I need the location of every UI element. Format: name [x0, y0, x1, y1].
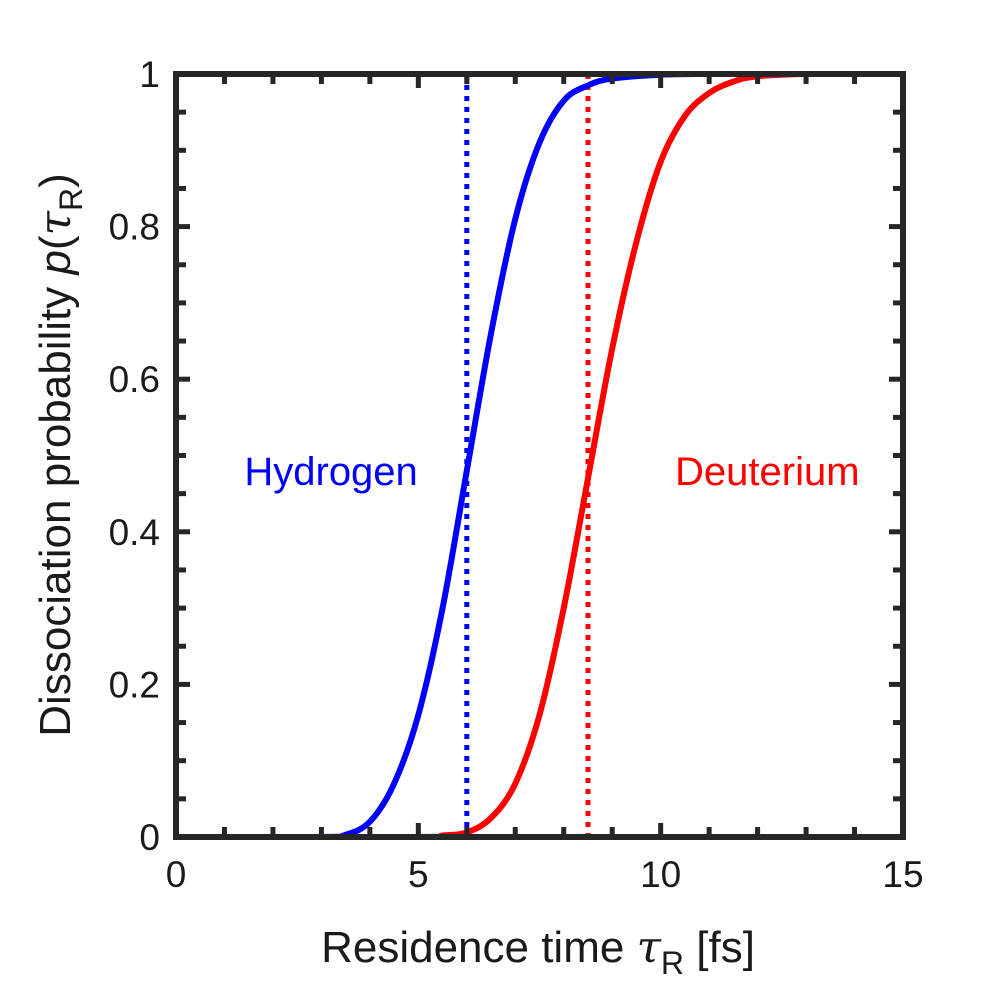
y-tick-label: 0	[139, 817, 160, 858]
y-tick-label: 0.8	[109, 207, 160, 248]
ticks	[173, 71, 906, 840]
y-axis-label-close: )	[31, 173, 80, 188]
y-axis-label-symbol: τ	[30, 210, 81, 235]
x-tick-label: 15	[882, 854, 923, 895]
annotations: Hydrogen Deuterium	[244, 450, 859, 494]
tick-labels: 0 5 10 15 0 0.2 0.4 0.6 0.8 1	[109, 54, 924, 895]
x-axis-label-main: Residence time	[321, 923, 636, 972]
annotation-hydrogen: Hydrogen	[244, 450, 417, 494]
y-axis-label-sub: R	[53, 188, 89, 211]
x-axis-label-symbol: τ	[637, 922, 662, 973]
x-tick-label: 5	[408, 854, 429, 895]
y-tick-label: 0.2	[109, 664, 160, 705]
x-axis-label-unit: [fs]	[684, 923, 755, 972]
y-tick-label: 0.4	[109, 512, 160, 553]
x-axis-label: Residence time τR [fs]	[321, 922, 755, 981]
x-tick-label: 0	[166, 854, 187, 895]
y-axis-label: Dissociation probability p(τR)	[30, 173, 89, 736]
y-axis-label-main: Dissociation probability	[31, 275, 80, 737]
y-axis-label-open: (	[31, 235, 80, 250]
y-axis-label-func: p	[31, 250, 80, 276]
x-tick-label: 10	[640, 854, 681, 895]
y-tick-label: 0.6	[109, 359, 160, 400]
x-axis-label-sub: R	[661, 945, 684, 981]
y-tick-label: 1	[139, 54, 160, 95]
annotation-deuterium: Deuterium	[675, 450, 860, 494]
